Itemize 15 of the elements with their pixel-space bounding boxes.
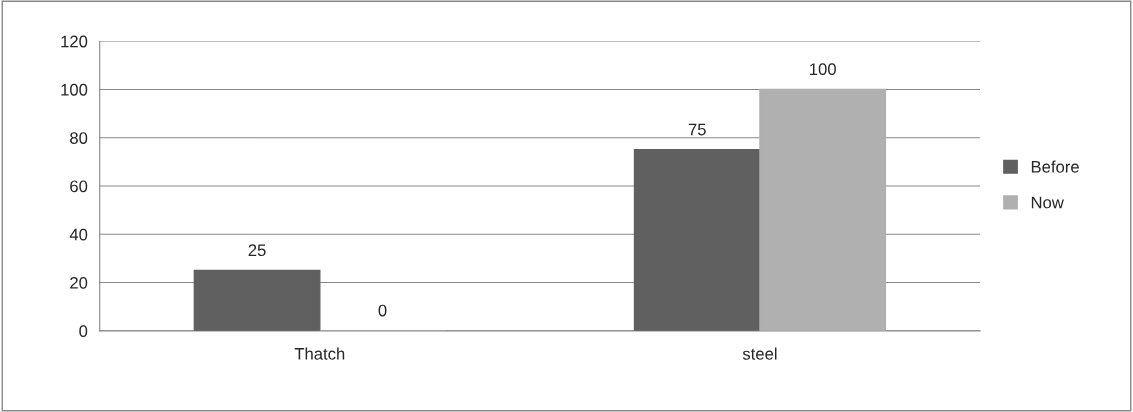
y-tick-label: 40 xyxy=(69,228,88,241)
y-tick-label: 80 xyxy=(70,132,88,144)
legend-label: Before xyxy=(1031,160,1079,173)
y-tick-label: 100 xyxy=(61,83,88,96)
data-label: 100 xyxy=(810,63,836,76)
x-tick-label: steel xyxy=(742,347,777,360)
y-tick-label: 60 xyxy=(70,180,88,193)
legend-label: Now xyxy=(1031,196,1064,209)
x-tick-label: Thatch xyxy=(294,347,345,360)
y-tick-label: 0 xyxy=(79,325,88,338)
data-label: 75 xyxy=(688,123,706,136)
data-label: 25 xyxy=(248,244,266,257)
data-label: 0 xyxy=(378,304,387,317)
y-tick-label: 120 xyxy=(61,35,88,48)
y-tick-label: 20 xyxy=(70,276,88,289)
